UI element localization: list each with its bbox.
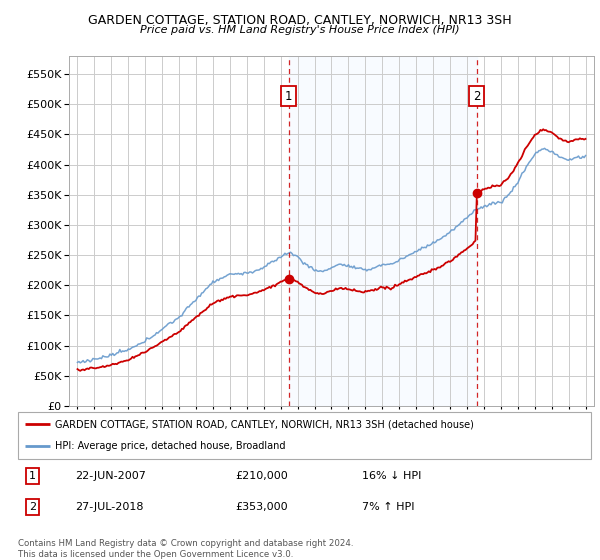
Text: 22-JUN-2007: 22-JUN-2007 [76, 471, 146, 481]
Text: HPI: Average price, detached house, Broadland: HPI: Average price, detached house, Broa… [55, 441, 286, 451]
Text: 7% ↑ HPI: 7% ↑ HPI [362, 502, 415, 512]
Bar [289, 56, 476, 406]
Text: GARDEN COTTAGE, STATION ROAD, CANTLEY, NORWICH, NR13 3SH (detached house): GARDEN COTTAGE, STATION ROAD, CANTLEY, N… [55, 419, 474, 430]
Text: 2: 2 [29, 502, 36, 512]
Text: £353,000: £353,000 [236, 502, 289, 512]
Text: Contains HM Land Registry data © Crown copyright and database right 2024.
This d: Contains HM Land Registry data © Crown c… [18, 539, 353, 559]
Text: Price paid vs. HM Land Registry's House Price Index (HPI): Price paid vs. HM Land Registry's House … [140, 25, 460, 35]
Text: 27-JUL-2018: 27-JUL-2018 [76, 502, 144, 512]
Text: 2: 2 [473, 90, 481, 102]
Text: £210,000: £210,000 [236, 471, 289, 481]
Text: 16% ↓ HPI: 16% ↓ HPI [362, 471, 421, 481]
Text: 1: 1 [29, 471, 36, 481]
Text: 1: 1 [285, 90, 292, 102]
Text: GARDEN COTTAGE, STATION ROAD, CANTLEY, NORWICH, NR13 3SH: GARDEN COTTAGE, STATION ROAD, CANTLEY, N… [88, 14, 512, 27]
